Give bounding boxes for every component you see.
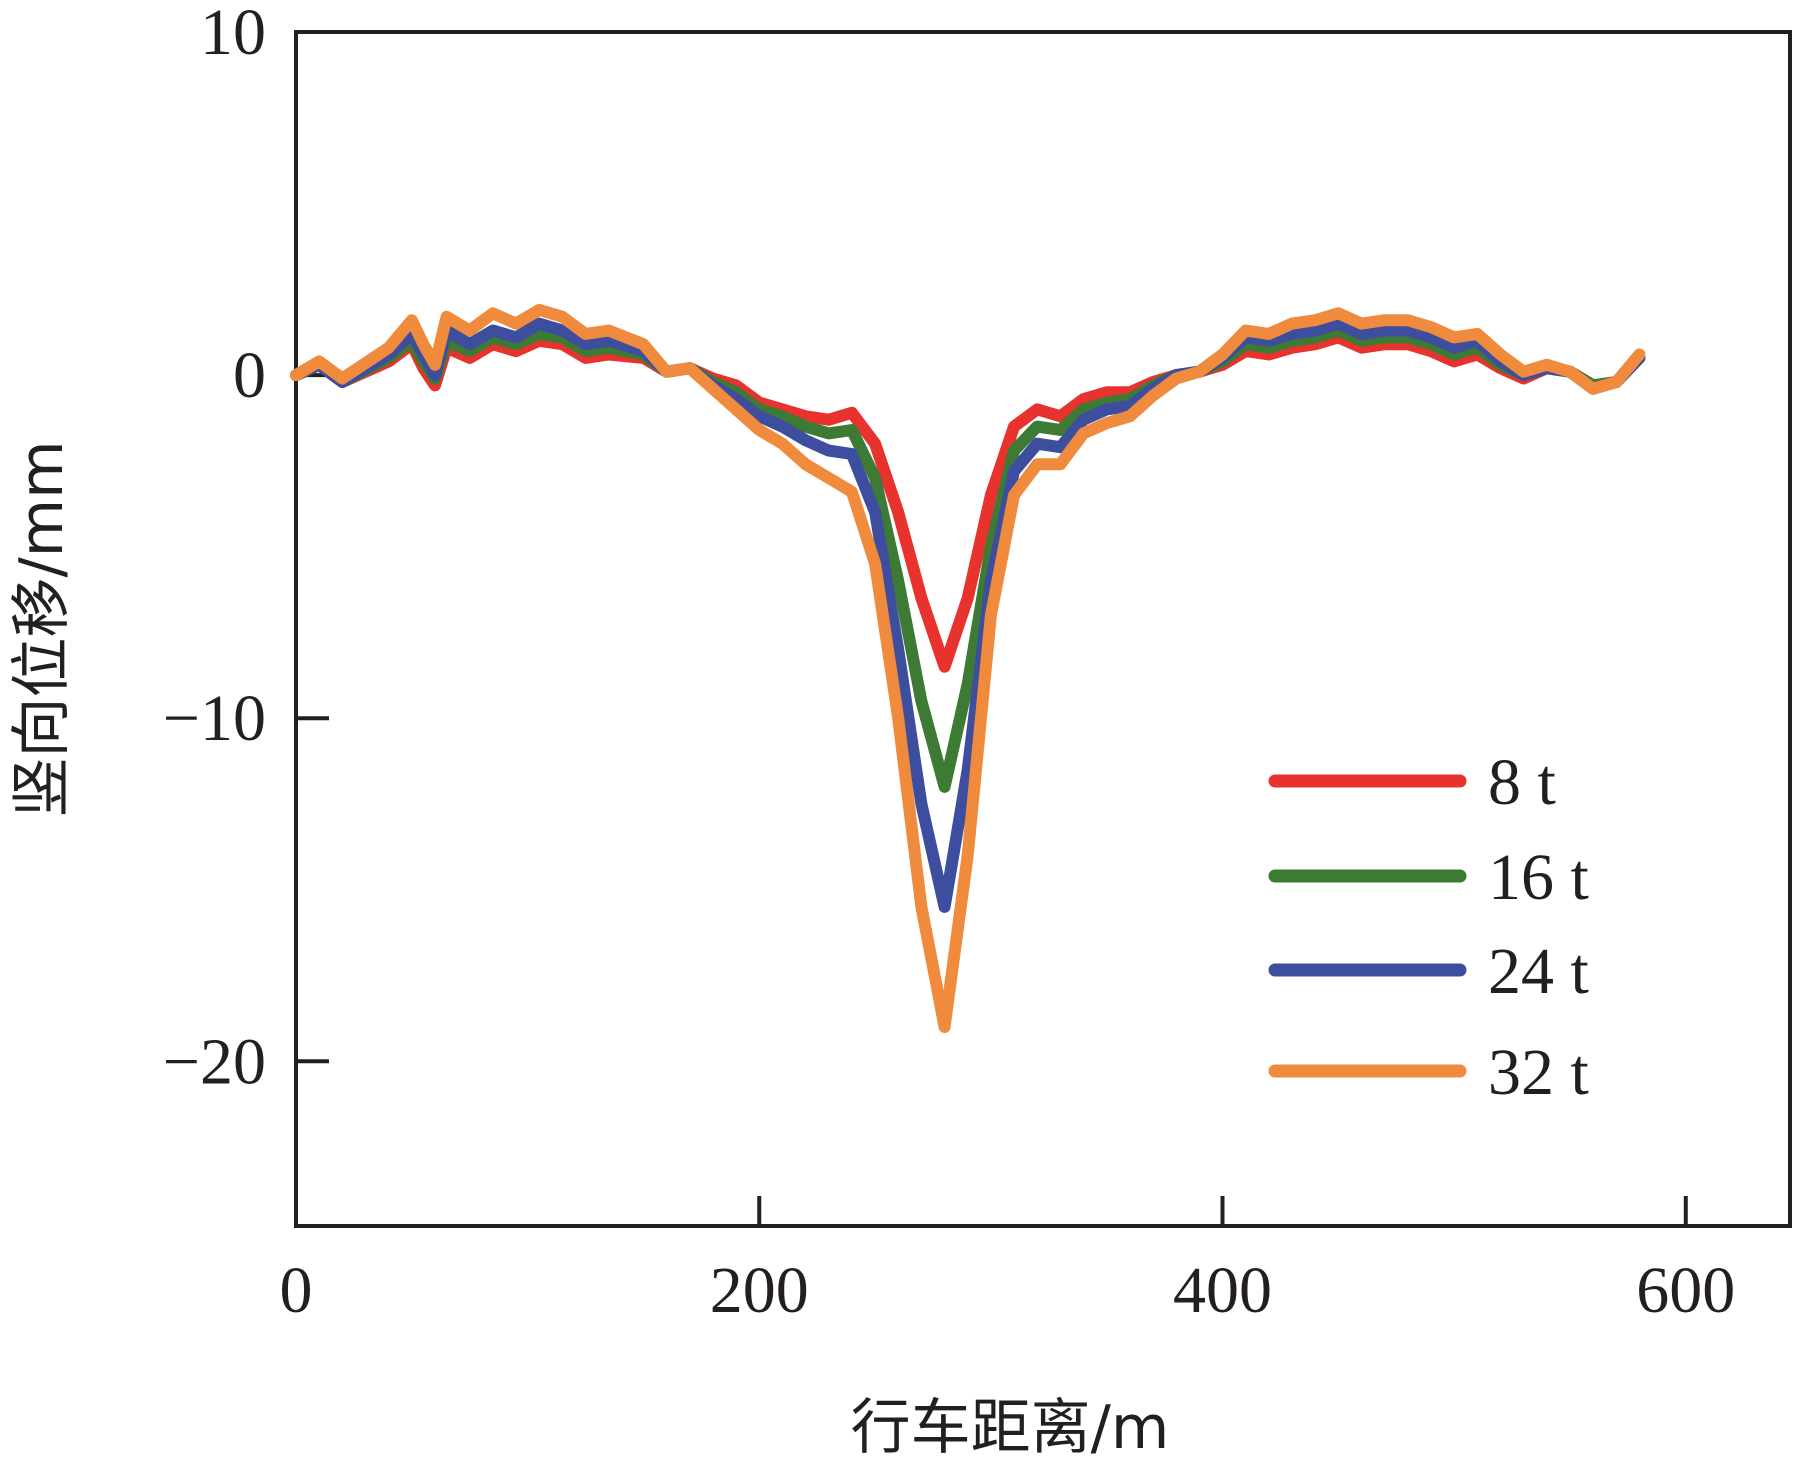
- legend-label-4: 32 t: [1488, 1036, 1589, 1109]
- y-tick-label: 0: [233, 339, 266, 412]
- y-tick-label: 10: [200, 0, 266, 69]
- series-line-3: [290, 317, 1646, 913]
- series-line-4: [290, 303, 1646, 1033]
- legend-label-2: 16 t: [1488, 841, 1589, 914]
- series-layer: [290, 303, 1646, 1033]
- y-tick-label: −20: [163, 1025, 266, 1098]
- legend-label-1: 8 t: [1488, 746, 1556, 819]
- x-tick-label: 200: [710, 1254, 809, 1327]
- series-line-1: [290, 331, 1646, 673]
- y-axis-title: 竖向位移/mm: [7, 440, 77, 817]
- y-axis-ticks: 10 0 −10 −20: [163, 0, 329, 1098]
- x-tick-label: 0: [280, 1254, 313, 1327]
- x-tick-label: 600: [1636, 1254, 1735, 1327]
- x-tick-label: 400: [1173, 1254, 1272, 1327]
- x-axis-ticks: 0 200 400 600: [280, 1196, 1735, 1327]
- series-line-2: [290, 324, 1646, 793]
- legend: 8 t 16 t 24 t 32 t: [1268, 746, 1589, 1109]
- x-axis-title: 行车距离/m: [851, 1393, 1170, 1458]
- legend-label-3: 24 t: [1488, 935, 1589, 1008]
- plot-frame: [294, 30, 1792, 1228]
- y-tick-label: −10: [163, 682, 266, 755]
